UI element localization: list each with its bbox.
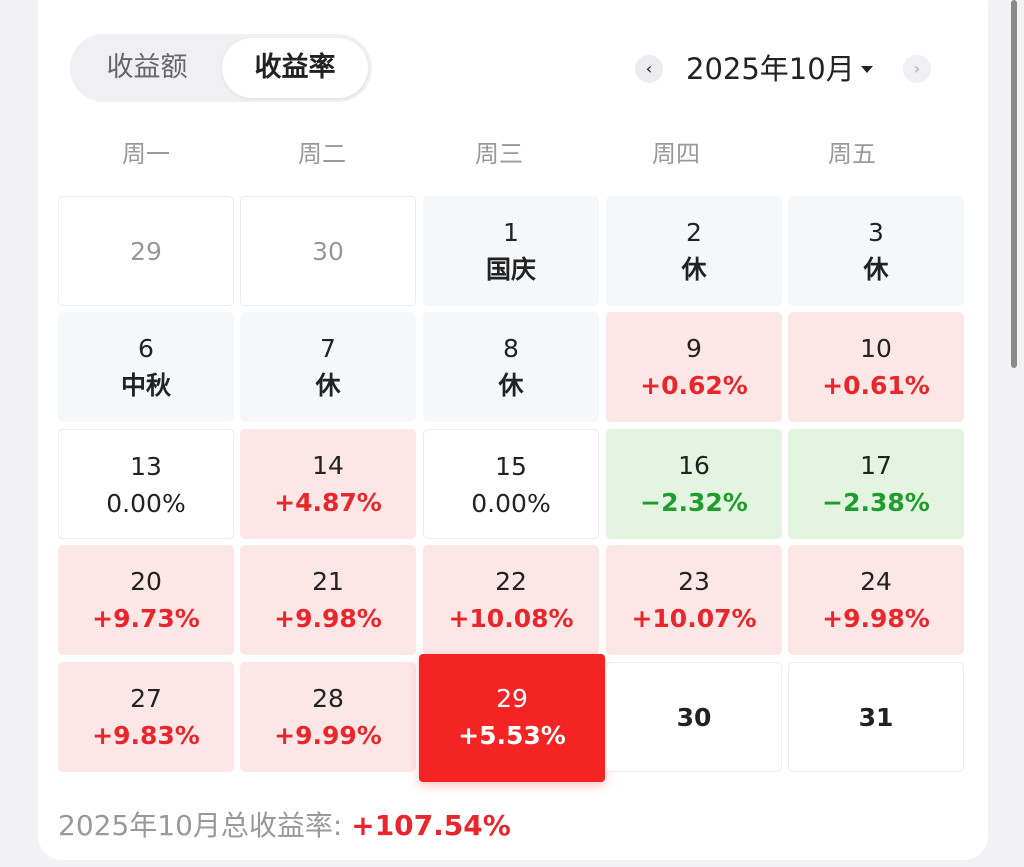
day-value: +10.08% [448, 604, 574, 633]
calendar-day-cell[interactable]: 1 国庆 [423, 196, 599, 306]
day-number: 27 [130, 684, 162, 713]
day-value: +9.98% [822, 604, 930, 633]
day-number: 7 [320, 334, 336, 363]
calendar-day-cell[interactable]: 16 −2.32% [606, 429, 782, 539]
day-number: 22 [495, 567, 527, 596]
metric-toggle: 收益额 收益率 [70, 34, 372, 102]
calendar-grid: 29 30 1 国庆 2 休 3 休 6 中秋 7 休 8 休 9 +0.62% 10 +0.61% 13 0.00%… [58, 196, 968, 782]
day-value: 休 [315, 371, 341, 400]
day-number: 2 [686, 218, 702, 247]
day-value: 休 [681, 255, 707, 284]
calendar-day-cell[interactable]: 23 +10.07% [606, 545, 782, 655]
calendar-day-cell[interactable]: 30 [240, 196, 416, 306]
day-number: 24 [860, 567, 892, 596]
chevron-left-icon[interactable]: ‹ [635, 55, 663, 83]
day-number: 30 [312, 237, 344, 266]
day-value: 休 [498, 371, 524, 400]
day-number: 9 [686, 334, 702, 363]
calendar-day-cell[interactable]: 22 +10.08% [423, 545, 599, 655]
month-picker[interactable]: 2025年10月 [686, 48, 873, 90]
calendar-day-cell[interactable]: 15 0.00% [423, 429, 599, 539]
day-number: 1 [503, 218, 519, 247]
day-number: 8 [503, 334, 519, 363]
day-value: 0.00% [106, 489, 186, 518]
weekday-header: 周一 周二 周三 周四 周五 [58, 136, 968, 172]
summary-label: 2025年10月总收益率: [58, 809, 352, 842]
day-value: +0.61% [822, 371, 930, 400]
day-number: 30 [676, 703, 712, 732]
day-number: 29 [496, 684, 528, 713]
day-value: 中秋 [120, 371, 171, 400]
day-number: 17 [860, 451, 892, 480]
day-value: +9.73% [92, 604, 200, 633]
day-number: 15 [495, 452, 527, 481]
day-number: 3 [868, 218, 884, 247]
chevron-right-icon[interactable]: › [903, 55, 931, 83]
calendar-day-cell[interactable]: 29 [58, 196, 234, 306]
day-value: +0.62% [640, 371, 748, 400]
day-number: 29 [130, 237, 162, 266]
day-number: 28 [312, 684, 344, 713]
calendar-day-cell[interactable]: 30 [606, 662, 782, 772]
calendar-day-cell[interactable]: 9 +0.62% [606, 312, 782, 422]
calendar-day-cell[interactable]: 31 [788, 662, 964, 772]
calendar-day-cell[interactable]: 29 +5.53% [419, 654, 605, 782]
calendar-day-cell[interactable]: 10 +0.61% [788, 312, 964, 422]
day-value: +9.83% [92, 721, 200, 750]
day-number: 23 [678, 567, 710, 596]
weekday-wed: 周三 [475, 140, 523, 168]
day-number: 21 [312, 567, 344, 596]
day-value: +9.99% [274, 721, 382, 750]
day-value: +9.98% [274, 604, 382, 633]
toggle-rate[interactable]: 收益率 [222, 38, 368, 98]
day-value: −2.38% [822, 488, 930, 517]
calendar-day-cell[interactable]: 20 +9.73% [58, 545, 234, 655]
day-value: +4.87% [274, 488, 382, 517]
weekday-tue: 周二 [298, 140, 346, 168]
calendar-day-cell[interactable]: 24 +9.98% [788, 545, 964, 655]
day-number: 16 [678, 451, 710, 480]
weekday-mon: 周一 [122, 140, 170, 168]
scrollbar[interactable] [1011, 0, 1017, 368]
day-value: 国庆 [485, 255, 536, 284]
calendar-day-cell[interactable]: 28 +9.99% [240, 662, 416, 772]
day-number: 6 [138, 334, 154, 363]
day-value: +5.53% [458, 721, 566, 750]
calendar-day-cell[interactable]: 21 +9.98% [240, 545, 416, 655]
caret-down-icon [860, 66, 873, 73]
day-value: +10.07% [631, 604, 757, 633]
day-number: 14 [312, 451, 344, 480]
day-number: 31 [858, 703, 894, 732]
day-number: 13 [130, 452, 162, 481]
weekday-thu: 周四 [652, 140, 700, 168]
weekday-fri: 周五 [828, 140, 876, 168]
day-value: −2.32% [640, 488, 748, 517]
toggle-amount[interactable]: 收益额 [106, 52, 188, 83]
calendar-day-cell[interactable]: 17 −2.38% [788, 429, 964, 539]
day-value: 0.00% [471, 489, 551, 518]
month-label: 2025年10月 [686, 52, 855, 86]
summary-total: +107.54% [351, 809, 511, 842]
day-value: 休 [863, 255, 889, 284]
day-number: 10 [860, 334, 892, 363]
calendar-day-cell[interactable]: 14 +4.87% [240, 429, 416, 539]
calendar-day-cell[interactable]: 13 0.00% [58, 429, 234, 539]
calendar-day-cell[interactable]: 6 中秋 [58, 312, 234, 422]
calendar-day-cell[interactable]: 27 +9.83% [58, 662, 234, 772]
monthly-summary: 2025年10月总收益率: +107.54% [58, 804, 511, 848]
day-number: 20 [130, 567, 162, 596]
